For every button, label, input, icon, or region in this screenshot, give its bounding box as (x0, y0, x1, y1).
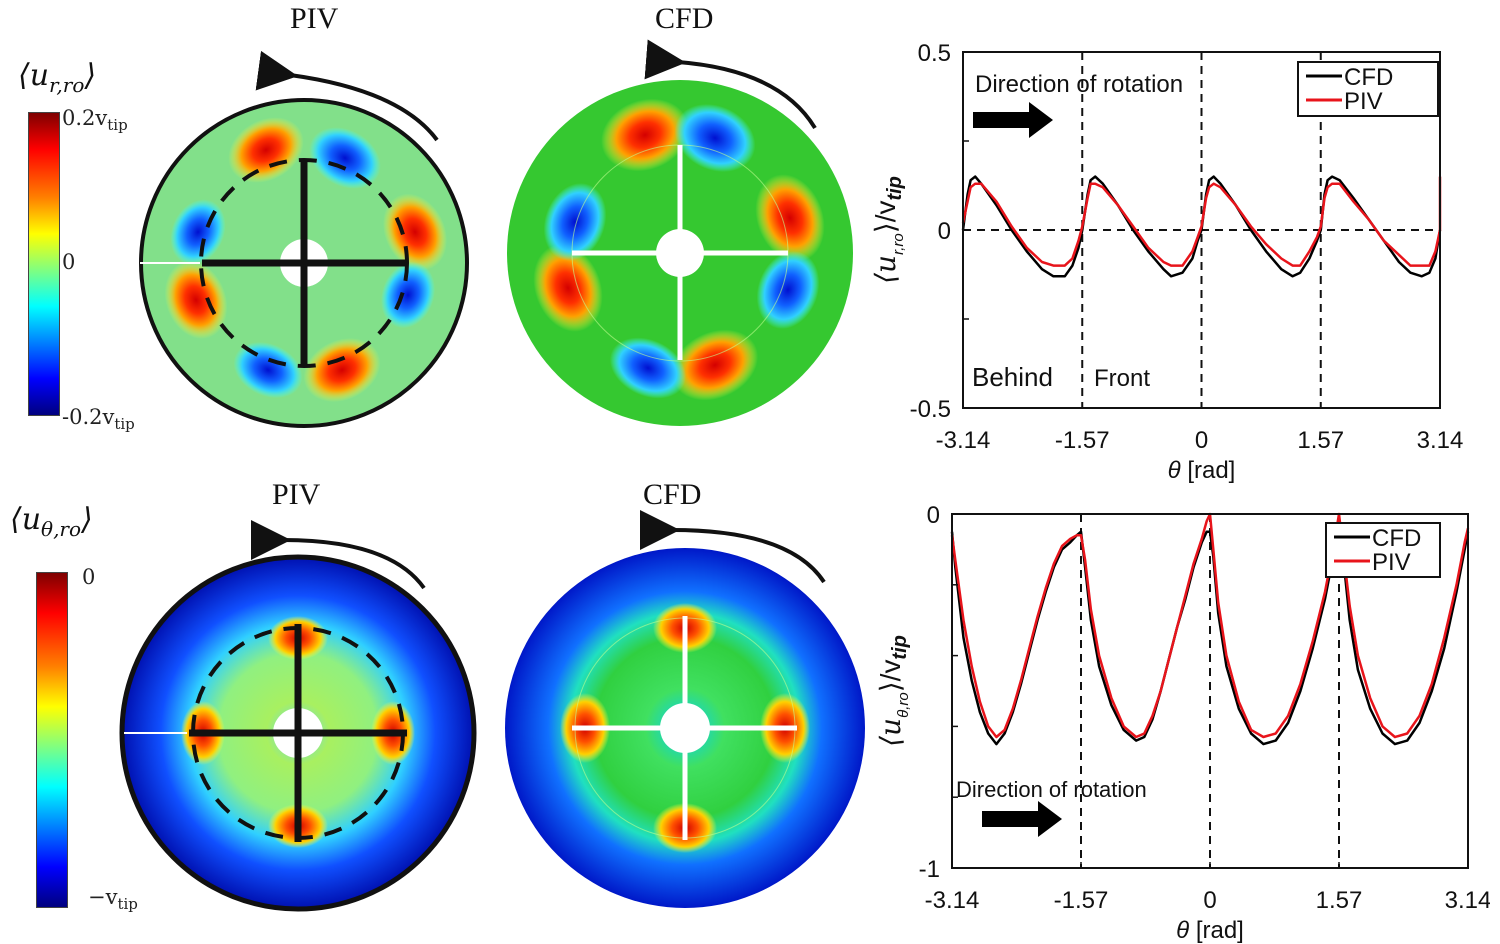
x-tick-label: -1.57 (1054, 887, 1109, 914)
colorbar-radial (28, 112, 60, 416)
legend-label-cfd: CFD (1344, 64, 1393, 91)
series-line-piv (961, 176, 1442, 267)
y-tick-label: -1 (919, 856, 940, 883)
series-line-piv (950, 512, 1470, 739)
y-tick-label: 0 (927, 502, 940, 529)
y-tick-label: 0 (938, 218, 951, 245)
x-tick-label: -3.14 (936, 427, 991, 454)
x-tick-label: 1.57 (1297, 427, 1344, 454)
colorbar-tangential (36, 572, 68, 908)
bottom-cfd-disk (505, 548, 865, 908)
direction-of-rotation-label: Direction of rotation (956, 777, 1147, 802)
bottom-piv-title: PIV (272, 478, 321, 511)
x-axis-label: θ [rad] (1168, 457, 1236, 484)
legend-box (1297, 61, 1439, 117)
x-tick-label: 1.57 (1316, 887, 1363, 914)
y-tick-label: 0.5 (918, 40, 951, 67)
legend-label-piv: PIV (1344, 88, 1383, 115)
legend-box (1325, 522, 1441, 578)
x-tick-label: 0 (1203, 887, 1216, 914)
top-cfd-title: CFD (655, 2, 714, 35)
colorbar-title-tangential: ⟨uθ,ro⟩ (10, 502, 93, 541)
top-piv-disk (139, 98, 469, 428)
bottom-piv-disk (119, 554, 477, 912)
x-axis-label: θ [rad] (1176, 917, 1244, 944)
top-cfd-rotation-arrow-icon (644, 39, 817, 130)
front-label: Front (1094, 365, 1150, 392)
bottom-cfd-rotation-arrow-icon (639, 509, 826, 584)
y-axis-label: ⟨ur,ro⟩/vtip (869, 176, 907, 284)
x-tick-label: 3.14 (1417, 427, 1464, 454)
top-cfd-disk (507, 80, 853, 426)
legend-label-cfd: CFD (1372, 525, 1421, 552)
direction-arrow-icon (973, 102, 1053, 138)
colorbar-radial-max-label: 0.2vtip (62, 106, 128, 135)
colorbar-radial-mid-label: 0 (62, 250, 76, 274)
chart-tangential-velocity: -3.14 -1.57 0 1.57 3.14 -1 0 θ [rad] ⟨uθ,ro⟩/vti… (874, 502, 1490, 944)
colorbar-tangential-max-label: 0 (82, 565, 96, 589)
y-tick-label: -0.5 (910, 396, 951, 423)
direction-of-rotation-label: Direction of rotation (975, 71, 1183, 98)
bottom-cfd-title: CFD (643, 478, 702, 511)
colorbar-title-radial: ⟨ur,ro⟩ (18, 58, 97, 97)
x-tick-label: -3.14 (925, 887, 980, 914)
x-tick-label: 0 (1195, 427, 1208, 454)
chart-radial-velocity: -3.14 -1.57 0 1.57 3.14 -0.5 0 0.5 θ [rad] ⟨ur,ro… (869, 40, 1464, 484)
direction-arrow-icon (982, 801, 1062, 837)
legend-label-piv: PIV (1372, 549, 1411, 576)
x-tick-label: 3.14 (1445, 887, 1490, 914)
top-piv-rotation-arrow-icon (255, 50, 439, 142)
colorbar-radial-min-label: -0.2vtip (62, 405, 135, 434)
y-axis-label: ⟨uθ,ro⟩/vtip (874, 635, 912, 747)
bottom-piv-rotation-arrow-icon (250, 519, 426, 590)
x-tick-label: -1.57 (1055, 427, 1110, 454)
top-piv-title: PIV (290, 2, 339, 35)
colorbar-tangential-min-label: −vtip (88, 885, 138, 914)
behind-label: Behind (972, 362, 1053, 392)
contour-maps (119, 39, 865, 912)
